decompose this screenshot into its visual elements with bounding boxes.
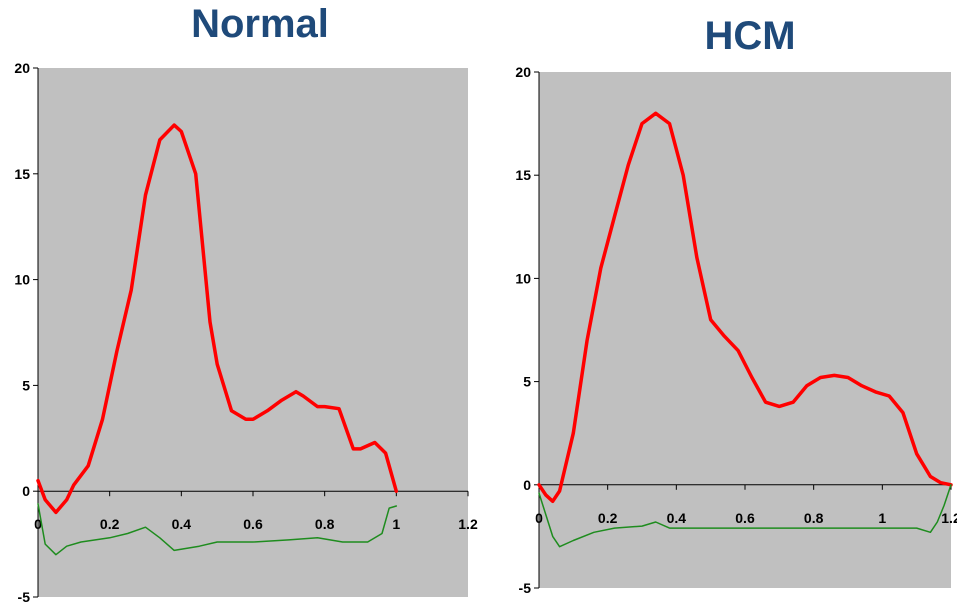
x-tick-label: 0.8 — [315, 516, 335, 532]
x-tick-label: 0.2 — [598, 510, 618, 526]
x-tick-label: 0.4 — [667, 510, 687, 526]
x-tick-label: 0.6 — [243, 516, 263, 532]
series-line-red — [537, 111, 953, 504]
chart-title-normal: Normal — [191, 2, 329, 46]
y-tick-label: 10 — [515, 270, 531, 286]
series-line-red — [36, 123, 399, 515]
y-tick-label: -5 — [18, 589, 31, 605]
series-line-green — [37, 503, 398, 556]
x-tick-label: 1 — [392, 516, 400, 532]
chart-normal: -5 0 5 10 15 20 0 0.2 0.4 0.6 0.8 1 1.2 — [14, 60, 478, 605]
chart-title-hcm: HCM — [704, 14, 796, 58]
series-line-green — [538, 484, 952, 548]
x-tick-label: 0.4 — [172, 516, 192, 532]
y-tick-label: 15 — [14, 166, 30, 182]
y-tick-label: 20 — [515, 64, 531, 80]
y-tick-label: -5 — [519, 580, 532, 596]
y-tick-label: 0 — [523, 477, 531, 493]
plot-area — [539, 72, 951, 588]
y-tick-label: 5 — [22, 377, 30, 393]
y-tick-label: 15 — [515, 167, 531, 183]
x-tick-label: 1.2 — [941, 510, 957, 526]
x-tick-label: 0 — [535, 510, 543, 526]
y-tick-label: 5 — [523, 374, 531, 390]
x-tick-label: 0.2 — [100, 516, 120, 532]
y-tick-label: 20 — [14, 60, 30, 76]
x-tick-label: 1.2 — [458, 516, 478, 532]
plot-area — [38, 68, 468, 597]
chart-hcm: -5 0 5 10 15 20 0 0.2 0.4 0.6 0.8 1 1.2 — [515, 64, 957, 596]
y-tick-label: 0 — [22, 483, 30, 499]
x-tick-label: 0 — [34, 516, 42, 532]
x-tick-label: 0.6 — [735, 510, 755, 526]
x-tick-label: 0.8 — [804, 510, 824, 526]
x-tick-label: 1 — [878, 510, 886, 526]
y-tick-label: 10 — [14, 272, 30, 288]
